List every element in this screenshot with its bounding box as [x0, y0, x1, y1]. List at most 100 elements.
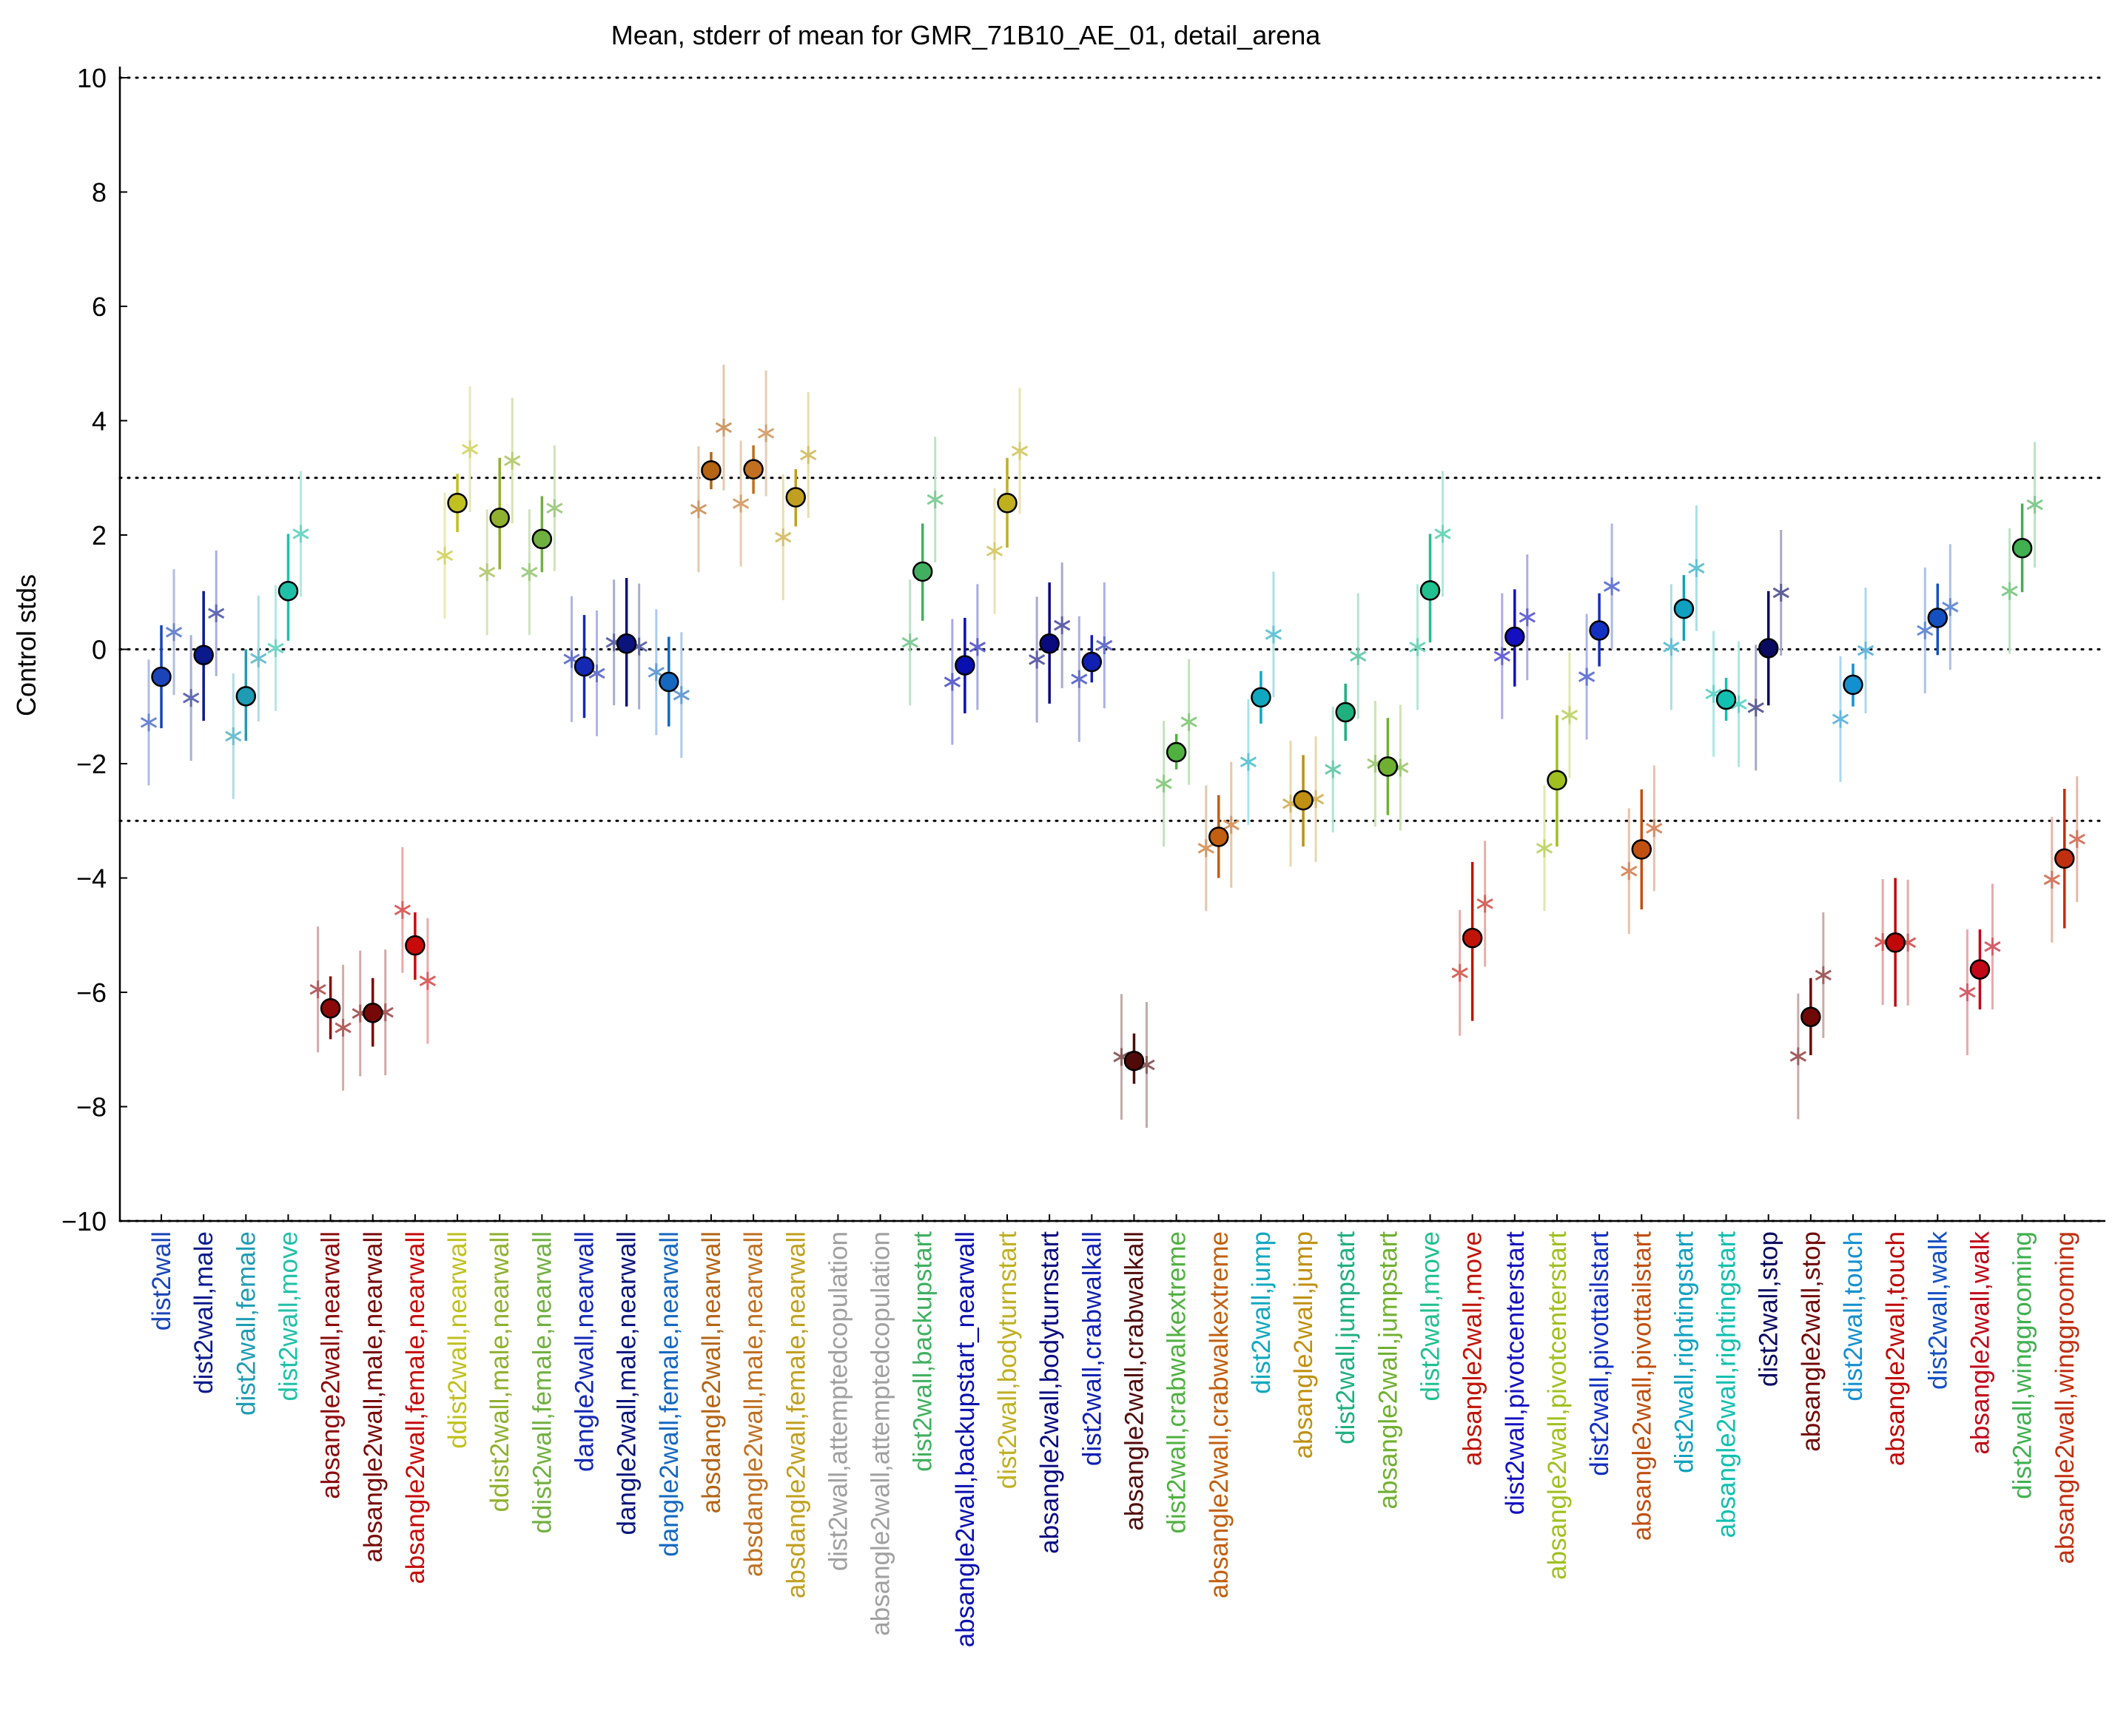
x-tick-label: dist2wall,backupstart: [909, 1231, 938, 1472]
right-point: [1815, 966, 1832, 984]
x-tick-label: absangle2wall,move: [1459, 1231, 1487, 1466]
mean-point: [1800, 1006, 1821, 1027]
y-tick-label: 0: [92, 635, 107, 665]
left-point: [1663, 638, 1680, 656]
mean-point: [489, 508, 510, 528]
x-tick-label: dist2wall,female: [232, 1231, 260, 1416]
mean-point: [531, 528, 553, 550]
x-tick-label: absangle2wall,pivottailstart: [1627, 1231, 1656, 1541]
mean-point: [278, 580, 299, 602]
left-point: [1240, 753, 1257, 771]
x-tick-label: dist2wall,winggrooming: [2008, 1231, 2037, 1499]
x-tick-label: absangle2wall,touch: [1881, 1231, 1910, 1466]
right-point: [1476, 895, 1493, 913]
x-ticks: dist2wall dist2wall,male dist2wall,female d…: [147, 1214, 2079, 1647]
x-tick-label: absdangle2wall,male,nearwall: [739, 1231, 768, 1577]
right-point: [1857, 642, 1874, 660]
mean-point: [1208, 827, 1229, 847]
x-tick-label: absangle2wall,bodyturnstart: [1035, 1231, 1064, 1554]
left-point: [1071, 670, 1088, 688]
mean-point: [1885, 932, 1906, 953]
right-point: [1054, 616, 1071, 635]
mean-point: [1123, 1050, 1145, 1071]
right-point: [673, 686, 690, 704]
mean-point: [363, 1003, 383, 1023]
mean-point: [1039, 633, 1060, 654]
y-axis-label: Control stds: [11, 574, 41, 716]
left-point: [986, 542, 1003, 560]
x-tick-label: dist2wall,rightingstart: [1670, 1231, 1698, 1473]
right-point: [504, 451, 521, 470]
y-tick-label: 4: [92, 406, 107, 437]
left-point: [1029, 650, 1046, 669]
mean-point: [997, 492, 1018, 514]
x-tick-label: absdangle2wall,female,nearwall: [781, 1231, 810, 1598]
y-tick-label: −4: [76, 864, 107, 894]
mean-point: [405, 935, 426, 956]
chart-title: Mean, stderr of mean for GMR_71B10_AE_01…: [611, 20, 1322, 50]
right-point: [1350, 647, 1367, 665]
left-point: [1832, 710, 1849, 728]
x-tick-label: absangle2wall,backupstart_nearwall: [951, 1231, 980, 1647]
y-tick-label: 10: [77, 63, 107, 93]
mean-point: [1081, 651, 1103, 673]
x-tick-label: dist2wall,crabwalkextreme: [1163, 1231, 1191, 1533]
mean-point: [193, 645, 214, 665]
left-point: [1451, 963, 1468, 982]
x-tick-label: dist2wall: [147, 1231, 176, 1330]
left-point: [2043, 870, 2060, 889]
left-point: [225, 727, 242, 745]
left-point: [1409, 638, 1426, 656]
data-marks: [140, 364, 2085, 1128]
x-tick-label: dist2wall,touch: [1839, 1231, 1868, 1402]
mean-point: [912, 561, 933, 582]
y-tick-label: 8: [92, 178, 107, 208]
x-tick-label: dist2wall,bodyturnstart: [993, 1231, 1022, 1489]
right-point: [1646, 819, 1663, 838]
x-tick-label: absangle2wall,crabwalkextreme: [1205, 1231, 1234, 1598]
x-tick-label: absdangle2wall,nearwall: [697, 1231, 726, 1513]
right-point: [927, 491, 944, 509]
right-point: [292, 525, 309, 543]
mean-point: [1462, 927, 1483, 949]
left-point: [1789, 1047, 1806, 1066]
left-point: [690, 500, 707, 519]
x-tick-label: ddist2wall,nearwall: [443, 1231, 472, 1449]
right-point: [1265, 625, 1282, 644]
right-point: [1561, 706, 1578, 724]
x-tick-label: absangle2wall,female,nearwall: [401, 1231, 430, 1584]
x-tick-label: absangle2wall,crabwalkall: [1120, 1231, 1149, 1531]
left-point: [944, 673, 961, 691]
mean-point: [1419, 580, 1441, 601]
mean-point: [574, 656, 595, 677]
mean-point: [235, 686, 257, 707]
left-point: [521, 563, 538, 582]
left-point: [436, 546, 454, 565]
right-point: [1011, 442, 1029, 460]
left-point: [1578, 667, 1596, 686]
mean-point: [701, 460, 722, 481]
x-tick-label: dist2wall,pivottailstart: [1585, 1231, 1614, 1476]
axes: [118, 67, 2105, 1222]
reference-lines: [118, 76, 2107, 1222]
x-tick-label: absangle2wall,jumpstart: [1373, 1231, 1402, 1510]
x-tick-label: ddist2wall,female,nearwall: [528, 1231, 557, 1534]
left-point: [479, 563, 496, 582]
right-point: [2068, 830, 2085, 848]
x-tick-label: dangle2wall,female,nearwall: [655, 1231, 684, 1557]
x-tick-label: absangle2wall,attemptedcopulation: [867, 1231, 895, 1636]
mean-point: [1758, 638, 1779, 659]
mean-point: [1166, 741, 1187, 763]
right-point: [1434, 525, 1451, 543]
x-tick-label: dangle2wall,male,nearwall: [613, 1231, 642, 1535]
left-point: [183, 689, 200, 707]
right-point: [1223, 815, 1240, 834]
right-point: [1984, 938, 2001, 956]
right-point: [1772, 584, 1789, 602]
left-point: [309, 980, 326, 999]
mean-point: [785, 487, 806, 508]
right-point: [461, 440, 479, 459]
x-tick-label: dist2wall,jump: [1247, 1231, 1276, 1394]
right-point: [1688, 559, 1705, 577]
